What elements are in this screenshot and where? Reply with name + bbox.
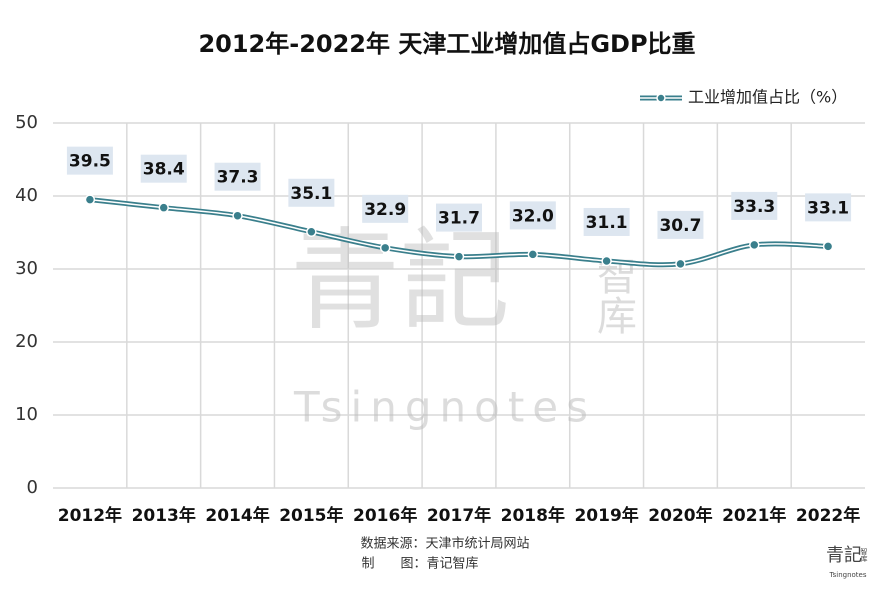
point (306, 226, 317, 238)
data-label: 33.1 (807, 198, 849, 218)
point (675, 258, 686, 270)
x-tick-label: 2022年 (796, 505, 860, 526)
x-tick-label: 2019年 (574, 505, 638, 526)
label-bg (657, 210, 704, 239)
footer-source: 数据来源：天津市统计局网站 (360, 536, 529, 552)
watermark: 青記 (290, 217, 510, 345)
y-tick-label: 40 (15, 185, 38, 206)
point (822, 241, 834, 252)
x-tick-label: 2021年 (722, 505, 786, 526)
x-tick-label: 2017年 (427, 505, 491, 526)
point (527, 249, 539, 260)
data-label: 35.1 (290, 184, 332, 204)
x-tick-label: 2016年 (353, 505, 417, 526)
point (453, 251, 465, 262)
logo-latin: Tsingnotes (828, 571, 866, 579)
data-label: 38.4 (143, 160, 185, 180)
x-tick-label: 2013年 (132, 505, 196, 526)
y-tick-label: 20 (15, 331, 38, 352)
label-bg (214, 162, 261, 191)
y-tick-label: 0 (27, 477, 38, 498)
legend-label: 工业增加值占比（%） (688, 88, 847, 107)
point (232, 210, 243, 221)
point (749, 239, 760, 251)
data-label: 31.1 (586, 213, 628, 233)
label-bg (805, 193, 852, 222)
x-tick-label: 2020年 (648, 505, 712, 526)
label-bg (583, 207, 630, 236)
point (84, 194, 96, 205)
data-label: 37.3 (217, 168, 259, 188)
label-bg (731, 191, 778, 220)
footer-maker: 制 图：青记智库 (361, 556, 478, 572)
data-label: 39.5 (69, 152, 111, 172)
point (379, 242, 391, 254)
data-label: 32.9 (364, 200, 406, 220)
data-label: 33.3 (733, 197, 775, 217)
label-bg (362, 194, 409, 223)
chart-title: 2012年-2022年 天津工业增加值占GDP比重 (198, 30, 695, 58)
watermark-latin: Tsingnotes (293, 383, 596, 432)
point (158, 202, 169, 213)
x-tick-label: 2015年 (279, 505, 343, 526)
label-bg (436, 203, 482, 232)
logo-side: 智库 (860, 547, 868, 563)
x-tick-label: 2014年 (205, 505, 269, 526)
data-label: 31.7 (438, 209, 480, 229)
legend-marker (656, 93, 666, 103)
x-tick-label: 2018年 (501, 505, 565, 526)
grid (53, 122, 865, 489)
label-bg (140, 154, 187, 183)
label-bg (288, 178, 335, 207)
y-tick-label: 10 (15, 404, 38, 425)
x-tick-label: 2012年 (58, 505, 122, 526)
data-label: 32.0 (512, 206, 554, 226)
watermark-side: 智库 (590, 255, 636, 335)
y-tick-label: 30 (15, 258, 38, 279)
point (601, 255, 612, 267)
label-bg (66, 146, 113, 175)
data-label: 30.7 (659, 216, 701, 236)
y-tick-label: 50 (15, 112, 38, 133)
logo: 青記 (826, 545, 862, 566)
label-bg (509, 201, 556, 230)
